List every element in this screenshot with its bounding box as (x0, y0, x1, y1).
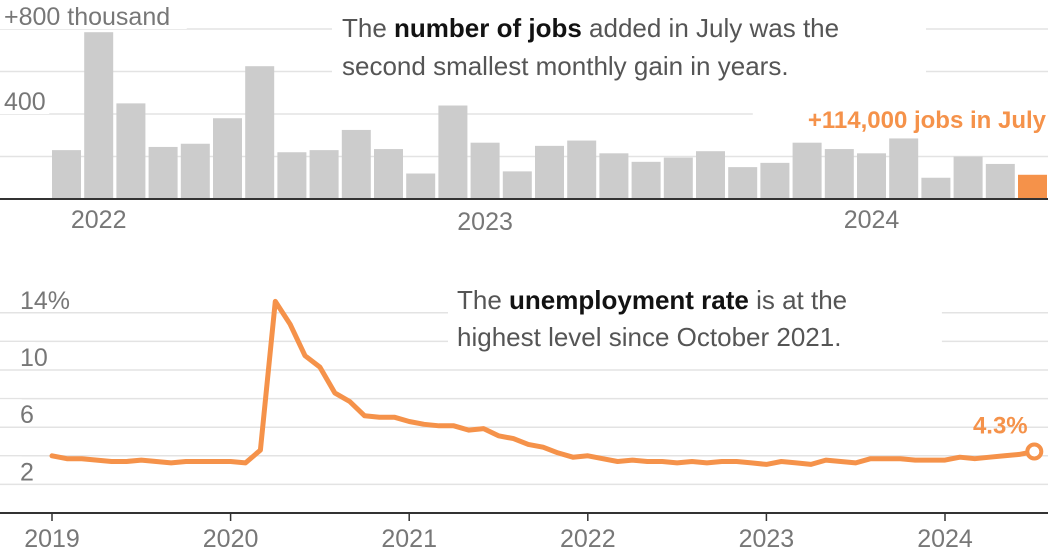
bar (567, 140, 597, 199)
unemployment-rate-line (49, 298, 1037, 467)
bar (857, 153, 886, 199)
unemployment-annotation: The unemployment rate is at the highest … (457, 285, 854, 352)
bar (406, 173, 436, 199)
bar (180, 143, 210, 199)
bar (696, 151, 725, 199)
line-gridlines (0, 282, 1048, 486)
line-y-tick-label: 14% (20, 287, 70, 315)
jobs-annotation-line2: second smallest monthly gain in years. (342, 51, 789, 81)
bar (116, 103, 146, 199)
bar (889, 138, 919, 199)
jobs-annotation-line1: The number of jobs added in July was the (342, 13, 846, 43)
jobs-annotation-background (332, 10, 926, 85)
line-y-tick-label: 2 (20, 458, 34, 486)
unemployment-line-chart: 14% 10 6 2 2019 2020 2021 2022 2023 2024 The une… (0, 282, 1048, 553)
line-y-tick-background (0, 342, 36, 368)
jobs-highlight-background (752, 104, 1050, 136)
bar (341, 129, 371, 199)
jobs-annotation-post: added in July was the (582, 13, 839, 43)
bar-gridlines (0, 10, 1050, 158)
bar (728, 167, 758, 199)
bar-x-tick-label: 2023 (457, 208, 513, 236)
line-x-tick-label: 2019 (24, 525, 80, 549)
bar (631, 161, 661, 199)
bar (760, 162, 790, 199)
unemployment-annotation-post: is at the (749, 285, 847, 315)
jobs-annotation-pre: The (342, 13, 394, 43)
bar (502, 171, 532, 199)
bar (277, 152, 307, 199)
line-x-tick-label: 2020 (203, 525, 259, 549)
bar (470, 142, 500, 199)
bar (438, 105, 468, 199)
line-x-tick-label: 2024 (917, 525, 973, 549)
line-y-tick-background (0, 456, 22, 483)
latest-rate-marker (1025, 442, 1044, 461)
unemployment-annotation-line2: highest level since October 2021. (457, 322, 841, 352)
line-y-tick-background (0, 284, 50, 311)
bar-x-tick-label: 2024 (844, 206, 900, 234)
bar-x-tick-label: 2022 (71, 206, 127, 234)
bar-y-tick-background (0, 88, 50, 114)
latest-rate-label: 4.3% (973, 413, 1028, 440)
bar (374, 149, 403, 199)
jobs-highlight-label: +114,000 jobs in July (808, 107, 1047, 134)
bar-y-tick-background (0, 3, 187, 29)
line-y-tick-label: 6 (20, 401, 34, 429)
bar (985, 163, 1015, 199)
unemployment-annotation-background (448, 282, 942, 356)
bar (245, 66, 275, 199)
bar (52, 150, 81, 199)
bar (213, 118, 242, 199)
bar (148, 146, 178, 199)
bar-marks (52, 32, 1047, 199)
bar (921, 177, 951, 199)
line-y-tick-label: 10 (20, 344, 48, 372)
bar-highlight (1018, 174, 1047, 199)
bar-x-tick-labels: 2022 2023 2024 (71, 206, 900, 236)
line-x-tick-labels: 2019 2020 2021 2022 2023 2024 (24, 513, 973, 553)
bar (84, 32, 114, 199)
line-x-tick-label: 2022 (560, 525, 616, 549)
bar (535, 145, 564, 199)
line-x-tick-label: 2023 (739, 525, 795, 549)
unemployment-annotation-line1: The unemployment rate is at the (457, 285, 854, 315)
bar (309, 150, 339, 199)
line-x-tick-label: 2021 (381, 525, 437, 549)
jobs-annotation-bold: number of jobs (394, 13, 582, 43)
unemployment-annotation-bold: unemployment rate (509, 285, 749, 315)
line-y-tick-background (0, 399, 22, 426)
bar (953, 156, 983, 199)
line-y-tick-labels: 14% 10 6 2 (0, 284, 70, 486)
jobs-bar-chart: +800 thousand 400 2022 2023 2024 The number… (0, 3, 1050, 236)
bar (663, 157, 693, 199)
bar-y-tick-label: 400 (4, 88, 46, 116)
bar-y-tick-labels: +800 thousand 400 (0, 3, 187, 116)
jobs-annotation: The number of jobs added in July was the… (342, 13, 846, 81)
unemployment-annotation-pre: The (457, 285, 509, 315)
bar (599, 153, 629, 199)
bar (824, 149, 854, 199)
bar-y-tick-label: +800 thousand (4, 3, 170, 31)
bar (792, 142, 822, 199)
